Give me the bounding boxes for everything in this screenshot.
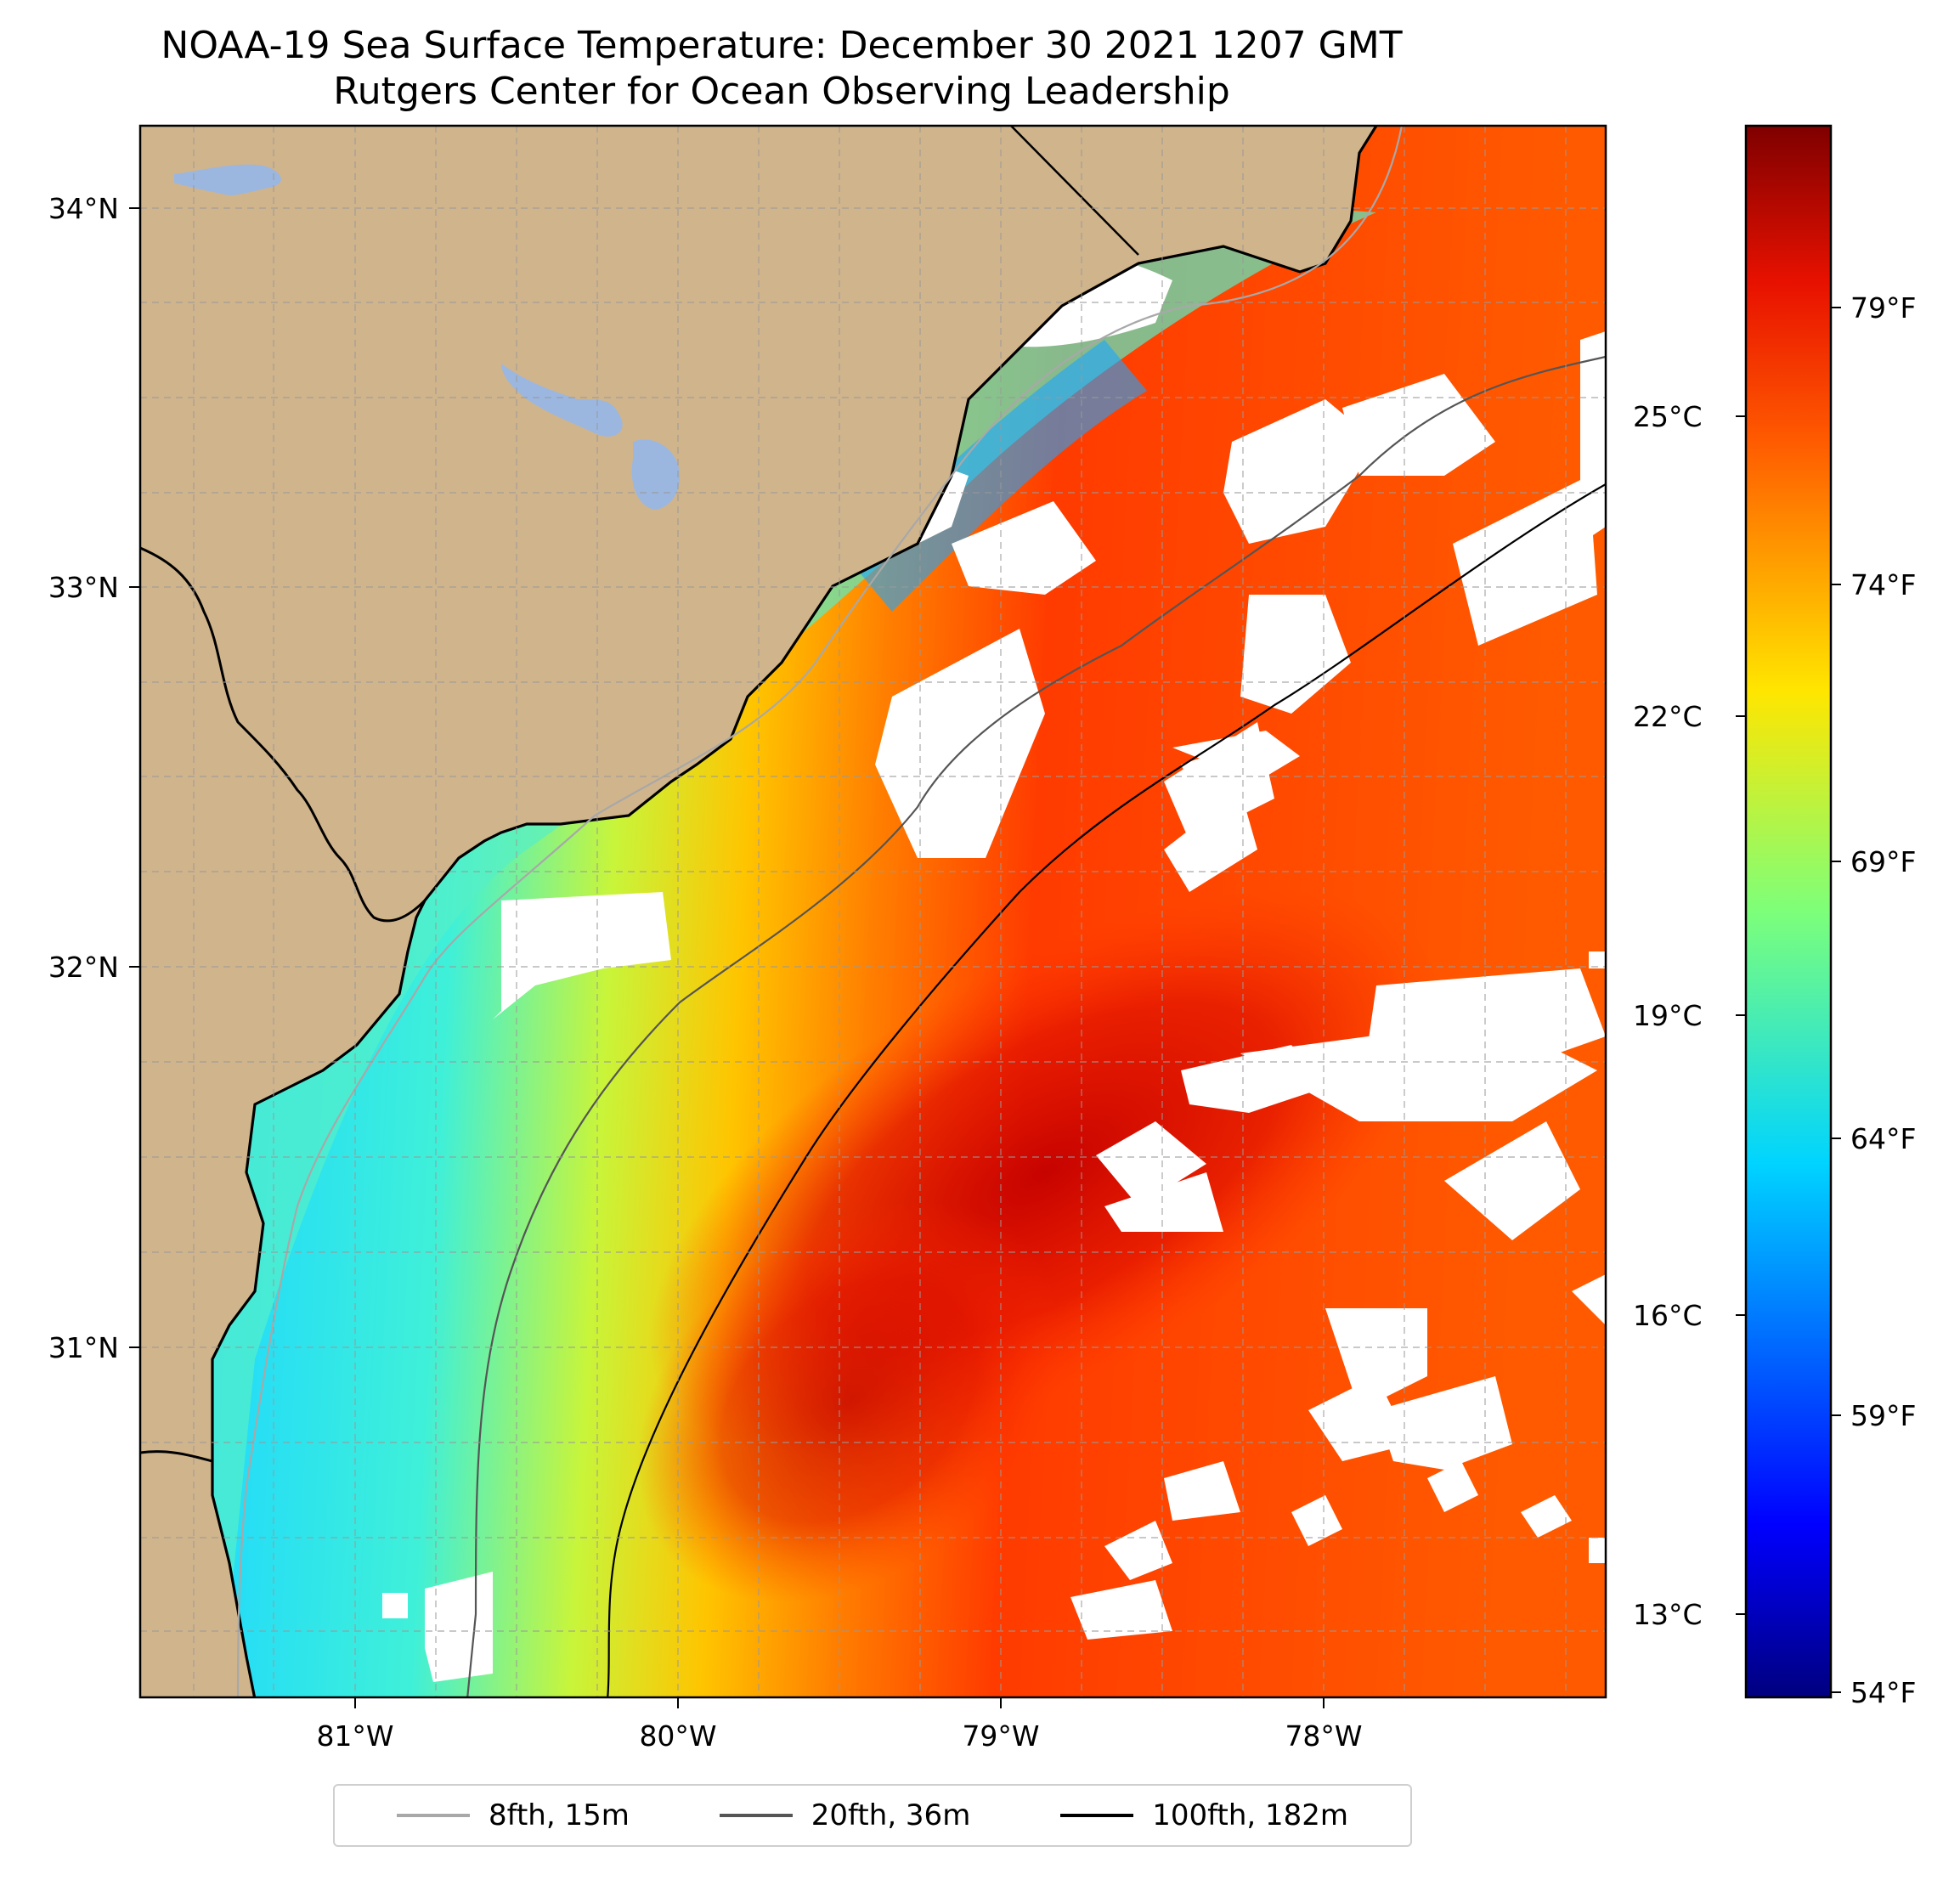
- cold-patch: [850, 340, 1147, 612]
- colorbar-c-22: 22°C: [1633, 700, 1703, 733]
- colorbar-f-64: 64°F: [1850, 1122, 1916, 1155]
- colorbar-f-74: 74°F: [1850, 568, 1916, 601]
- land-area: [140, 126, 1376, 1697]
- river-savannah: [140, 546, 426, 923]
- colorbar: [1744, 124, 1833, 1699]
- map-title: NOAA-19 Sea Surface Temperature: Decembe…: [161, 24, 1403, 67]
- lake-north: [174, 164, 281, 195]
- lake-marion: [501, 364, 623, 437]
- colorbar-ticks: [1736, 307, 1841, 1693]
- colorbar-f-54: 54°F: [1850, 1676, 1916, 1709]
- contour-20fth: [466, 355, 1606, 1697]
- colorbar-c-19: 19°C: [1633, 999, 1703, 1032]
- state-border-ga-fl: [140, 1450, 213, 1463]
- legend-swatch-100fth: [1060, 1814, 1134, 1817]
- legend-item-8fth: 8fth, 15m: [396, 1798, 630, 1832]
- legend-label-20fth: 20fth, 36m: [811, 1798, 971, 1832]
- lat-label-32: 32°N: [48, 951, 119, 984]
- lat-label-33: 33°N: [48, 571, 119, 604]
- lat-label-31: 31°N: [48, 1331, 119, 1364]
- colorbar-c-13: 13°C: [1633, 1598, 1703, 1631]
- contour-100fth: [607, 483, 1606, 1697]
- colorbar-f-79: 79°F: [1850, 291, 1916, 325]
- legend-swatch-20fth: [719, 1814, 793, 1817]
- legend-item-100fth: 100fth, 182m: [1060, 1798, 1348, 1832]
- legend-swatch-8fth: [396, 1814, 470, 1817]
- map-subtitle: Rutgers Center for Ocean Observing Leade…: [333, 70, 1230, 113]
- legend-label-100fth: 100fth, 182m: [1152, 1798, 1349, 1832]
- colorbar-f-59: 59°F: [1850, 1399, 1916, 1432]
- axis-ticks: [129, 207, 1325, 1708]
- gridlines: [140, 126, 1606, 1697]
- lon-label-79: 79°W: [962, 1719, 1039, 1753]
- contour-8fth: [236, 126, 1404, 1697]
- contour-legend: 8fth, 15m 20fth, 36m 100fth, 182m: [333, 1784, 1412, 1847]
- gulf-stream-core-south: [636, 1200, 1063, 1603]
- state-border-nc-sc: [1010, 126, 1139, 256]
- map-panel: [140, 126, 1606, 1697]
- lat-label-34: 34°N: [48, 192, 119, 225]
- lon-label-81: 81°W: [316, 1719, 393, 1753]
- lon-label-80: 80°W: [639, 1719, 716, 1753]
- coastline: [211, 126, 1378, 1697]
- colorbar-f-69: 69°F: [1850, 845, 1916, 878]
- legend-label-8fth: 8fth, 15m: [488, 1798, 630, 1832]
- colorbar-c-25: 25°C: [1633, 400, 1703, 433]
- lon-label-78: 78°W: [1285, 1719, 1362, 1753]
- map-frame: [138, 124, 1607, 1699]
- colorbar-c-16: 16°C: [1633, 1299, 1703, 1332]
- legend-item-20fth: 20fth, 36m: [719, 1798, 971, 1832]
